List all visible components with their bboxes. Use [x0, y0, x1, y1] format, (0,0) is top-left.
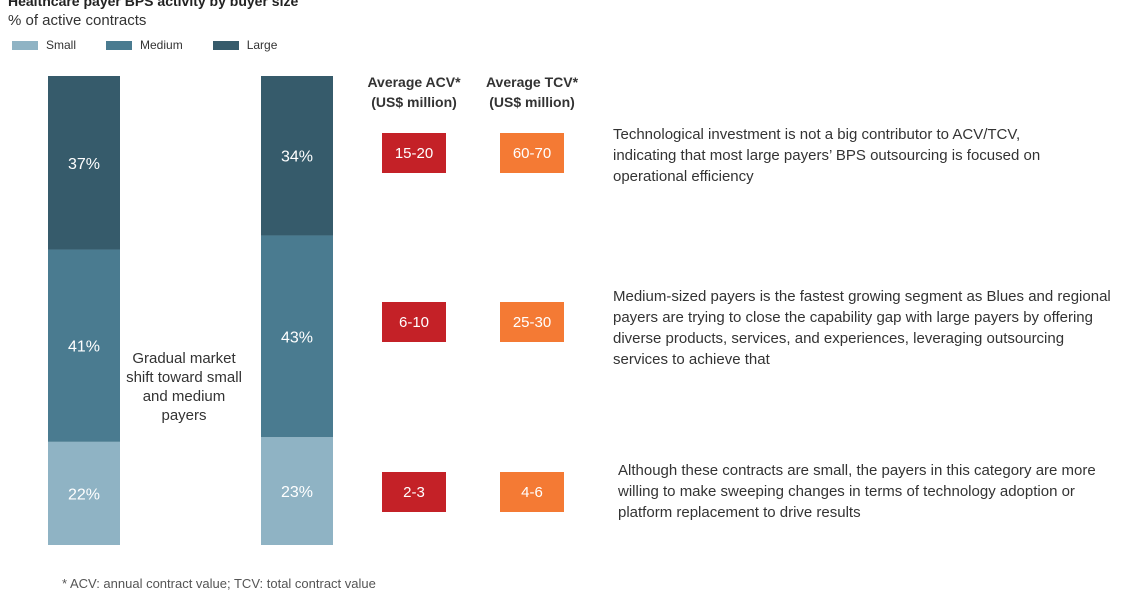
tcv-large-box: 60-70 — [500, 133, 564, 173]
tcv-column-header: Average TCV* (US$ million) — [485, 74, 579, 110]
chart-subtitle: % of active contracts — [8, 12, 147, 29]
legend-item-small: Small — [12, 38, 76, 52]
insight-large: Technological investment is not a big co… — [613, 126, 1041, 185]
tcv-medium-box: 25-30 — [500, 302, 564, 342]
insight-small: Although these contracts are small, the … — [618, 462, 1096, 521]
bar-segment-small-2 — [261, 437, 333, 545]
legend-swatch-large — [212, 40, 239, 50]
acv-column-header: Average ACV* (US$ million) — [367, 74, 461, 110]
footnote: * ACV: annual contract value; TCV: total… — [62, 576, 376, 591]
acv-small-box: 2-3 — [382, 472, 446, 512]
acv-medium-box: 6-10 — [382, 302, 446, 342]
acv-large-box: 15-20 — [382, 133, 446, 173]
trend-annotation: Gradual market shift toward small and me… — [126, 350, 242, 424]
legend-swatch-medium — [106, 40, 133, 50]
chart-title: Healthcare payer BPS activity by buyer s… — [8, 0, 299, 9]
legend-label-large: Large — [246, 38, 278, 52]
bar-segment-medium-2 — [261, 235, 333, 438]
bar-label-small-2: 23% — [281, 484, 313, 501]
bar-label-small-1: 22% — [68, 486, 100, 503]
bar-label-large-1: 37% — [68, 156, 100, 173]
bar-segment-small-1 — [48, 441, 120, 545]
legend-swatch-small — [12, 40, 38, 50]
legend: Small Medium Large — [12, 37, 307, 53]
legend-item-large: Large — [212, 38, 278, 52]
legend-item-medium: Medium — [106, 38, 183, 52]
bar-label-medium-2: 43% — [281, 329, 313, 346]
bar-segment-large-2 — [261, 76, 333, 236]
legend-label-medium: Medium — [140, 38, 183, 52]
bar-segment-large-1 — [48, 76, 120, 250]
tcv-small-box: 4-6 — [500, 472, 564, 512]
bar-label-large-2: 34% — [281, 149, 313, 166]
bar-label-medium-1: 41% — [68, 339, 100, 356]
legend-label-small: Small — [46, 38, 77, 52]
insight-medium: Medium-sized payers is the fastest growi… — [613, 288, 1111, 368]
bar-segment-medium-1 — [48, 249, 120, 442]
